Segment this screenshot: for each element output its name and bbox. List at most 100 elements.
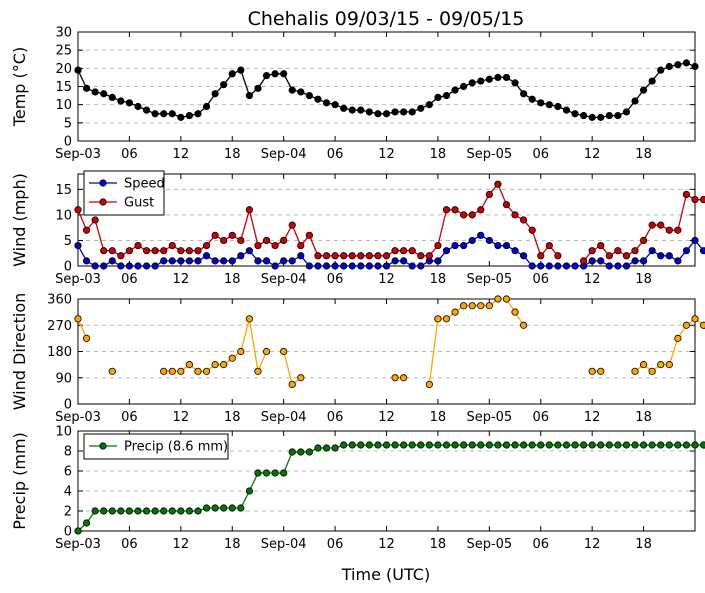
data-point	[648, 247, 656, 255]
data-point	[537, 262, 545, 270]
data-point	[117, 252, 125, 260]
data-point	[160, 257, 168, 265]
data-point	[74, 527, 82, 535]
data-point	[151, 262, 159, 270]
data-point	[211, 231, 219, 239]
data-point	[485, 302, 493, 310]
data-point	[597, 113, 605, 121]
data-point	[340, 252, 348, 260]
data-point	[288, 380, 296, 389]
data-point	[202, 367, 211, 375]
data-point	[682, 321, 691, 329]
data-point	[657, 252, 665, 260]
data-point	[682, 441, 691, 449]
data-point	[400, 247, 408, 255]
series-temp-0	[74, 59, 699, 121]
data-point	[657, 221, 665, 229]
data-point	[160, 247, 168, 255]
data-point	[554, 262, 562, 270]
data-point	[468, 236, 476, 245]
data-point	[665, 226, 673, 234]
data-point	[520, 252, 528, 260]
legend-box	[83, 170, 165, 216]
legend-label: Speed	[124, 177, 165, 192]
data-point	[314, 95, 322, 103]
x-tick-label: 12	[173, 537, 190, 552]
data-point	[631, 97, 639, 105]
data-point	[108, 507, 116, 515]
data-point	[142, 106, 151, 114]
data-point	[74, 206, 82, 214]
data-point	[237, 236, 245, 245]
data-point	[185, 507, 194, 515]
data-point	[220, 236, 228, 245]
data-point	[682, 247, 691, 255]
panel-precip: 0 2 4 6 8 10 Sep-03 06 12 18 Sep-04 06 12 18 Sep-05 06 1…	[10, 425, 705, 552]
legend-label: Gust	[124, 196, 154, 211]
data-point	[177, 113, 185, 121]
data-point	[382, 441, 391, 449]
data-point	[228, 257, 236, 265]
x-tick-label: Sep-04	[261, 147, 307, 162]
data-point	[579, 257, 588, 265]
data-point	[460, 82, 468, 91]
data-point	[468, 302, 476, 310]
data-point	[185, 111, 194, 120]
data-point	[185, 361, 194, 369]
x-tick-label: 18	[635, 410, 652, 425]
data-point	[477, 302, 485, 310]
data-point	[391, 441, 399, 449]
data-point	[657, 66, 665, 74]
data-point	[528, 95, 536, 103]
x-tick-label: 06	[532, 410, 549, 425]
x-tick-label: 18	[430, 272, 447, 287]
series-wind-1	[74, 180, 705, 265]
data-point	[442, 315, 451, 323]
data-point	[160, 507, 168, 515]
y-tick-label: 180	[47, 345, 72, 360]
data-point	[245, 487, 253, 495]
data-point	[297, 88, 305, 96]
data-point	[665, 62, 673, 71]
data-point	[262, 469, 271, 477]
data-point	[494, 73, 502, 82]
data-point	[82, 519, 91, 527]
x-tick-label: 18	[430, 410, 447, 425]
y-tick-label: 15	[55, 80, 72, 95]
data-point	[237, 252, 245, 260]
x-tick-label: 06	[327, 272, 344, 287]
data-point	[554, 252, 562, 260]
data-point	[168, 257, 176, 265]
data-point	[348, 262, 356, 270]
legend-wind: Speed Gust	[83, 170, 165, 216]
data-point	[142, 262, 151, 270]
data-point	[82, 84, 91, 92]
panel-direction: 0 90 180 270 360 Sep-03 06 12 18 Sep-04 06 12 18 Sep-…	[10, 293, 705, 425]
data-point	[125, 99, 134, 107]
data-point	[194, 257, 202, 265]
data-point	[485, 75, 493, 83]
y-tick-label: 10	[55, 98, 72, 113]
data-point	[691, 195, 699, 204]
data-point	[220, 257, 228, 265]
data-point	[597, 441, 605, 449]
data-point	[682, 59, 691, 67]
data-point	[511, 308, 519, 316]
data-point	[451, 241, 459, 250]
series-precip-0	[74, 441, 705, 535]
data-point	[571, 110, 579, 118]
data-point	[331, 252, 339, 260]
data-point	[108, 247, 116, 255]
x-tick-label: Sep-04	[261, 410, 307, 425]
data-point	[691, 236, 699, 245]
data-point	[674, 61, 682, 69]
y-tick-label: 360	[47, 293, 72, 308]
data-point	[622, 262, 631, 270]
data-point	[494, 180, 502, 188]
x-tick-label: 18	[224, 147, 241, 162]
data-point	[288, 257, 296, 265]
data-point	[305, 262, 313, 270]
x-tick-label: Sep-05	[466, 537, 512, 552]
data-point	[348, 441, 356, 449]
data-point	[434, 257, 442, 265]
